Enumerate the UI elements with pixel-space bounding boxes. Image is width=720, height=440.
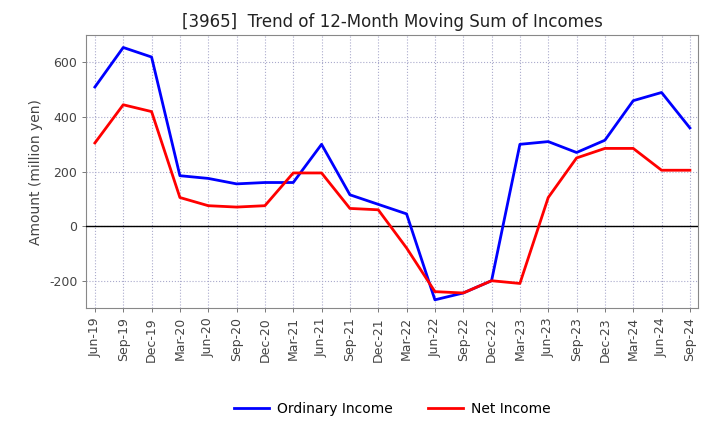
Ordinary Income (572, 150, 581, 155)
Ordinary Income (629, 98, 637, 103)
Ordinary Income (204, 176, 212, 181)
Net Income (119, 102, 127, 107)
Ordinary Income (261, 180, 269, 185)
Net Income (318, 170, 326, 176)
Net Income (233, 205, 241, 210)
Net Income (459, 290, 467, 296)
Net Income (91, 140, 99, 146)
Net Income (204, 203, 212, 208)
Y-axis label: Amount (million yen): Amount (million yen) (30, 99, 43, 245)
Ordinary Income (91, 84, 99, 90)
Net Income (685, 168, 694, 173)
Ordinary Income (657, 90, 666, 95)
Net Income (346, 206, 354, 211)
Title: [3965]  Trend of 12-Month Moving Sum of Incomes: [3965] Trend of 12-Month Moving Sum of I… (182, 13, 603, 31)
Ordinary Income (402, 211, 411, 216)
Ordinary Income (119, 45, 127, 50)
Ordinary Income (289, 180, 297, 185)
Ordinary Income (374, 202, 382, 207)
Ordinary Income (233, 181, 241, 187)
Net Income (487, 278, 496, 283)
Ordinary Income (459, 290, 467, 296)
Ordinary Income (544, 139, 552, 144)
Net Income (176, 195, 184, 200)
Ordinary Income (176, 173, 184, 178)
Net Income (600, 146, 609, 151)
Net Income (657, 168, 666, 173)
Net Income (516, 281, 524, 286)
Net Income (289, 170, 297, 176)
Net Income (572, 155, 581, 161)
Line: Ordinary Income: Ordinary Income (95, 48, 690, 300)
Ordinary Income (431, 297, 439, 302)
Ordinary Income (318, 142, 326, 147)
Net Income (544, 195, 552, 200)
Ordinary Income (148, 55, 156, 60)
Ordinary Income (600, 138, 609, 143)
Ordinary Income (516, 142, 524, 147)
Net Income (402, 246, 411, 251)
Legend: Ordinary Income, Net Income: Ordinary Income, Net Income (229, 397, 556, 422)
Ordinary Income (346, 192, 354, 198)
Net Income (431, 289, 439, 294)
Net Income (261, 203, 269, 208)
Net Income (148, 109, 156, 114)
Ordinary Income (487, 278, 496, 283)
Net Income (629, 146, 637, 151)
Ordinary Income (685, 125, 694, 131)
Line: Net Income: Net Income (95, 105, 690, 293)
Net Income (374, 207, 382, 213)
